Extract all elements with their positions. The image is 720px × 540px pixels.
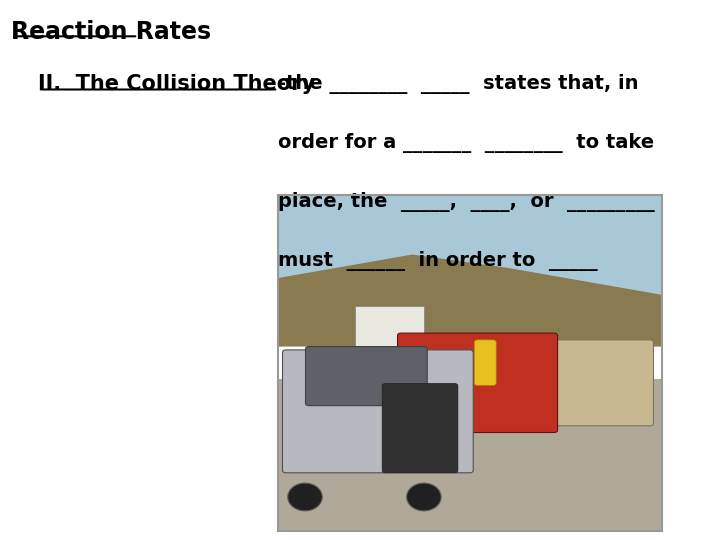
FancyBboxPatch shape [474,340,496,386]
FancyBboxPatch shape [382,383,458,473]
Text: order for a _______  ________  to take: order for a _______ ________ to take [278,133,654,153]
Bar [355,306,424,346]
FancyBboxPatch shape [397,333,557,433]
FancyBboxPatch shape [282,350,473,473]
Bar [278,195,662,531]
Polygon shape [278,255,662,346]
Bar [278,380,662,531]
Circle shape [288,483,323,511]
Text: Reaction Rates: Reaction Rates [12,20,212,44]
FancyBboxPatch shape [513,340,654,426]
FancyBboxPatch shape [305,347,427,406]
Text: II.  The Collision Theory: II. The Collision Theory [38,74,315,94]
Text: place, the  _____,  ____,  or  _________: place, the _____, ____, or _________ [278,192,655,212]
Circle shape [407,483,441,511]
Text: must  ______  in order to  _____: must ______ in order to _____ [278,251,598,271]
Text: -the ________  _____  states that, in: -the ________ _____ states that, in [278,74,639,94]
Bar [278,195,662,346]
